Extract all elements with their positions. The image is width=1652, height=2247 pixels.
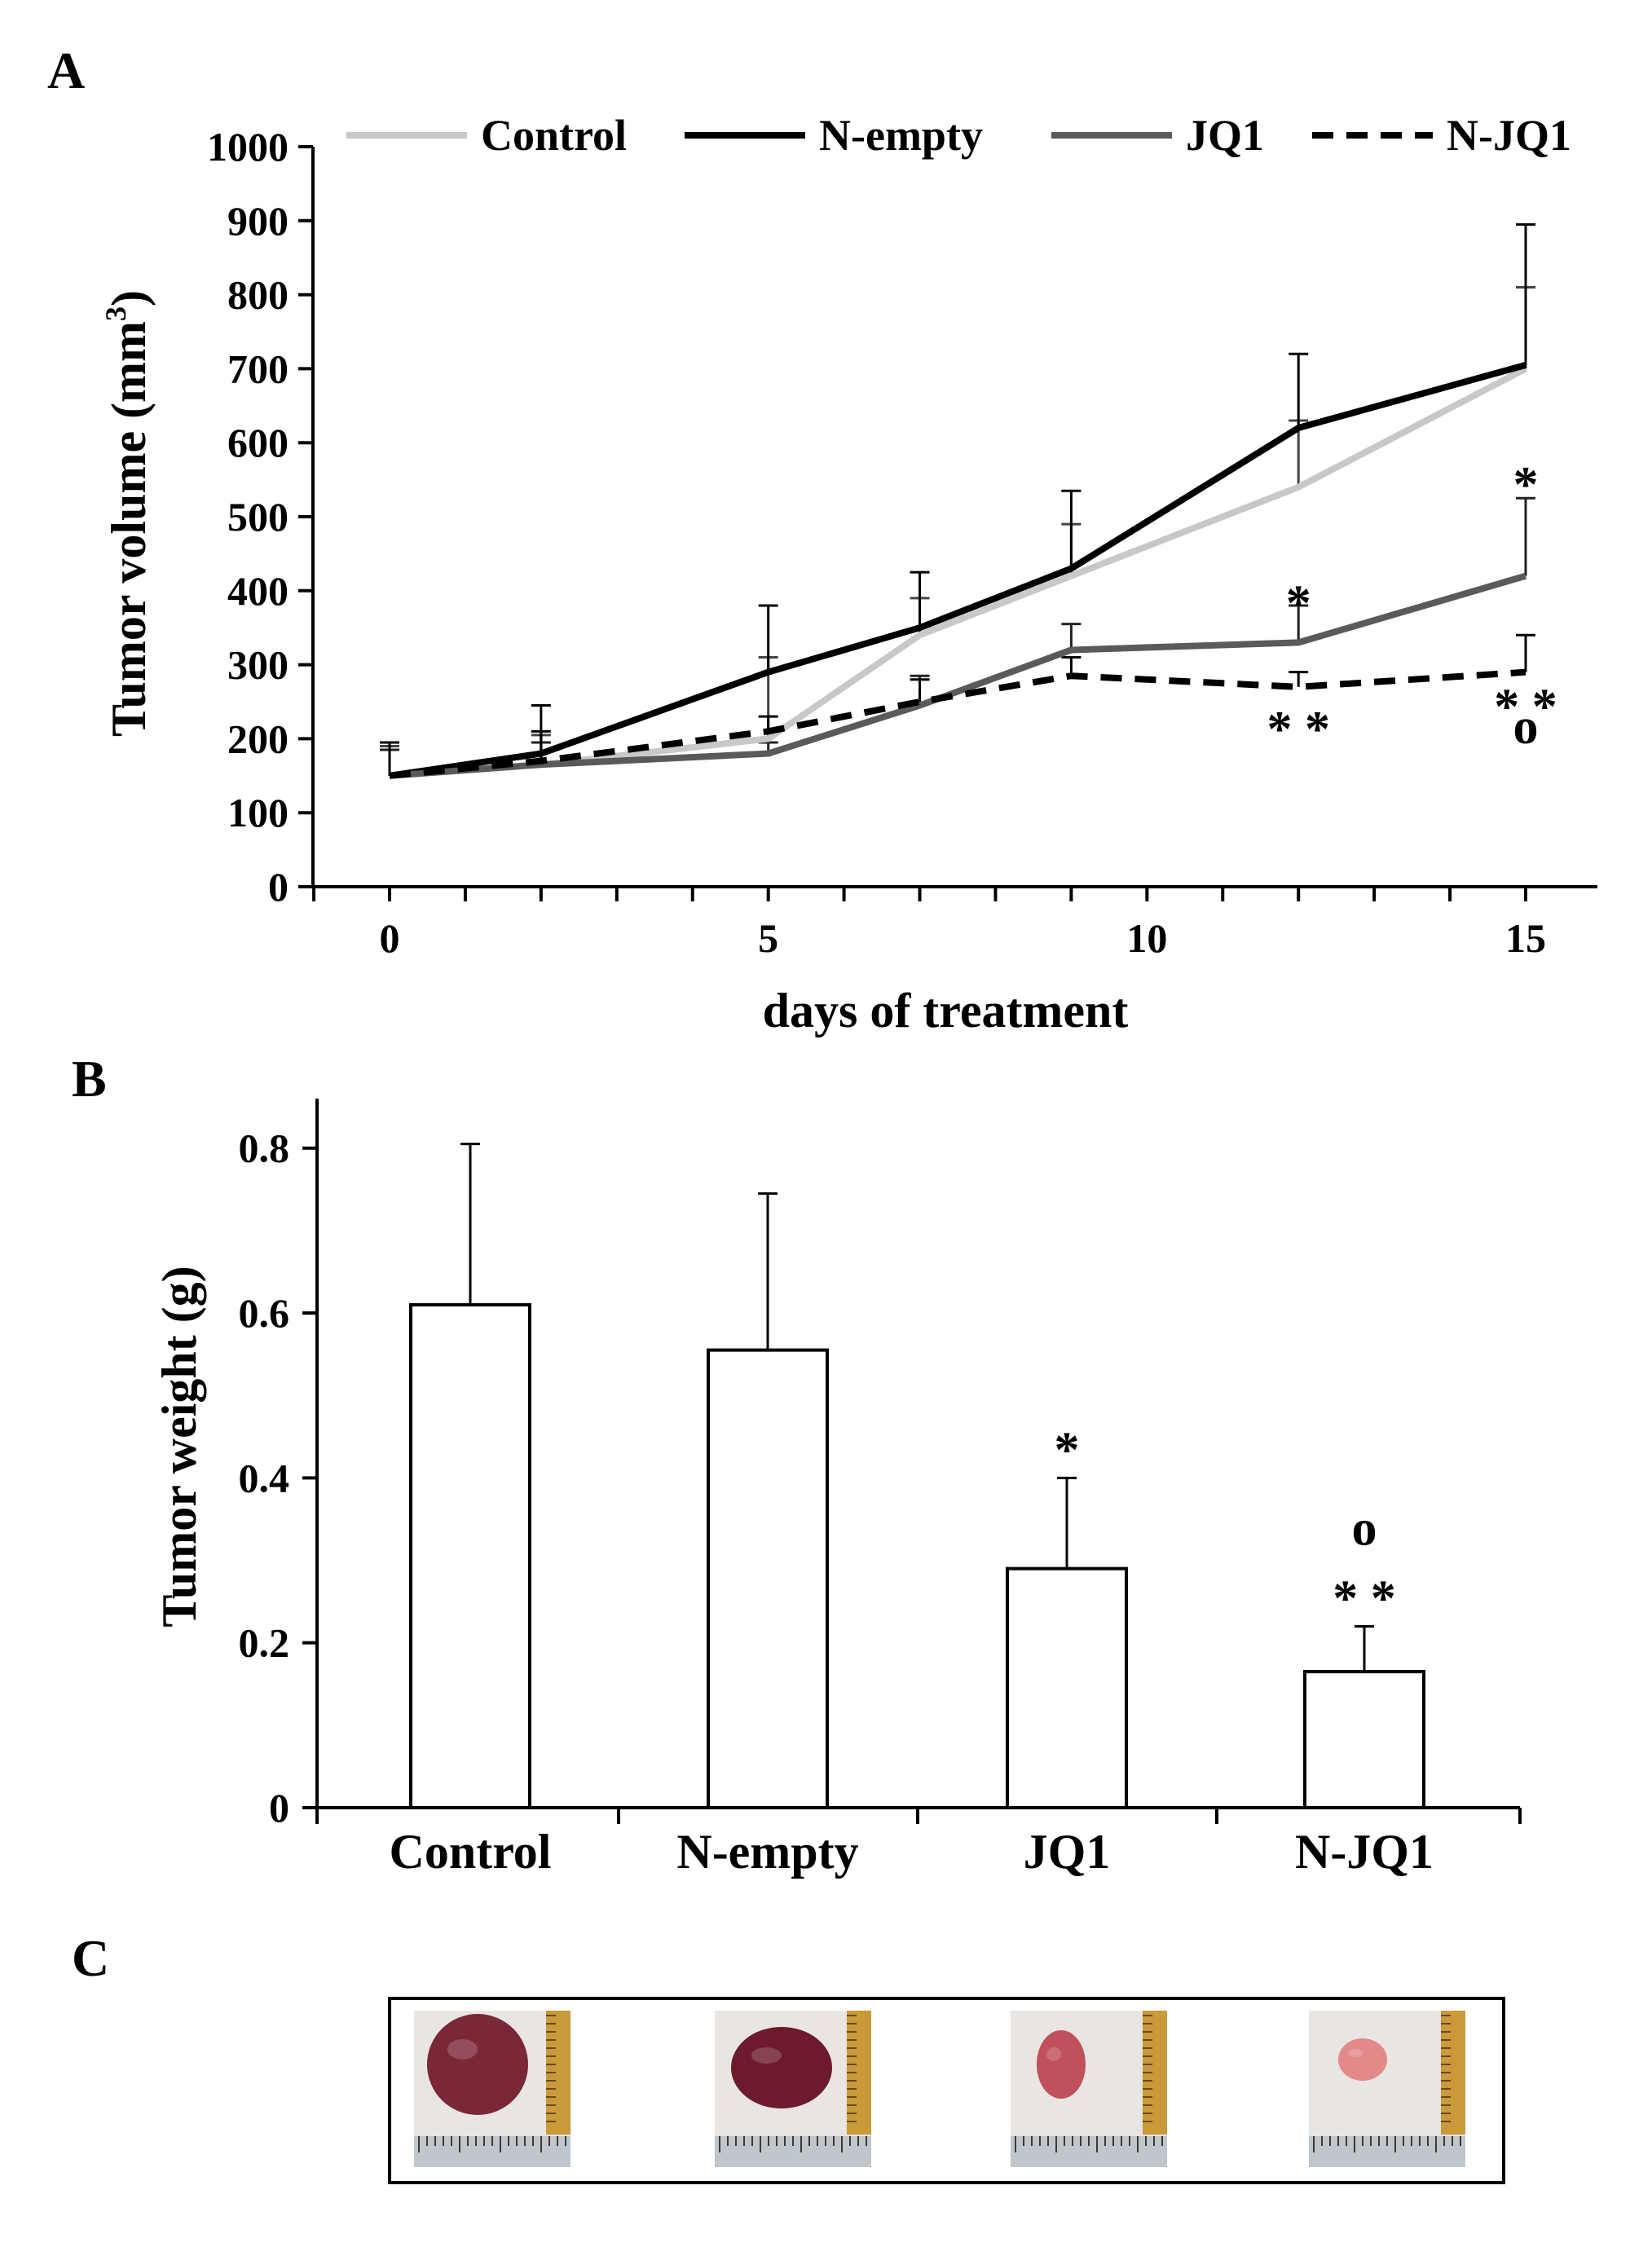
a-legend-label: N-JQ1: [1447, 111, 1571, 160]
a-y-tick-label: 900: [227, 198, 289, 244]
a-series-line-n-empty: [389, 362, 1527, 779]
b-annotations: * * * o: [1055, 1422, 1396, 1626]
tumor-sample: [731, 2027, 832, 2108]
b-y-tick-label: 0.2: [239, 1620, 290, 1666]
tumor-sample: [1037, 2030, 1086, 2099]
a-x-tick-label: 10: [1126, 915, 1167, 961]
b-bar-n-empty: [707, 1348, 829, 1809]
a-legend-label: N-empty: [819, 111, 983, 160]
b-y-ticks: 0 0.2 0.4 0.6 0.8: [239, 1126, 317, 1831]
b-y-tick-label: 0.8: [239, 1126, 290, 1171]
a-y-tick-label: 700: [227, 346, 289, 391]
a-annotation: *: [1513, 457, 1539, 513]
panel-label-c: C: [72, 1929, 109, 1987]
a-annotation: *: [1286, 575, 1311, 631]
b-annotation: * *: [1333, 1571, 1396, 1626]
a-annotations: ** *** *o: [1267, 457, 1557, 757]
panel-label-b: B: [72, 1050, 107, 1108]
tumor-highlight: [1348, 2049, 1363, 2058]
b-bar-control: [409, 1302, 531, 1809]
a-legend: Control N-empty JQ1 N-JQ1: [346, 111, 1571, 160]
a-y-tick-label: 200: [227, 716, 289, 761]
panel-c-tumor-photos: [388, 1997, 1505, 2184]
tumor-highlight: [1046, 2047, 1061, 2061]
b-x-tick-label: N-empty: [676, 1825, 858, 1879]
tumor-photo: [1309, 2011, 1465, 2167]
a-series-line-n-jq1: [389, 668, 1526, 779]
b-y-tick-label: 0.6: [239, 1290, 290, 1336]
b-y-axis-title: Tumor weight (g): [152, 1266, 206, 1627]
tumor-sample: [427, 2014, 528, 2115]
a-y-tick-label: 500: [227, 494, 289, 540]
a-annotation: * *: [1267, 702, 1330, 757]
b-bar-n-jq1: [1303, 1670, 1425, 1809]
b-x-tick-label: N-JQ1: [1295, 1825, 1434, 1879]
panel-label-a: A: [47, 42, 85, 99]
a-y-ticks: 0 100 200 300 400 500 600 700 800 900 1000: [207, 124, 313, 910]
a-annotation: * *: [1494, 680, 1557, 735]
a-y-tick-label: 600: [227, 420, 289, 465]
tumor-photo: [715, 2011, 871, 2167]
b-y-tick-label: 0: [269, 1785, 289, 1831]
tumor-photo-strip: [414, 2011, 1465, 2167]
b-y-tick-label: 0.4: [239, 1455, 290, 1500]
a-y-tick-label: 0: [268, 864, 289, 910]
a-y-tick-label: 400: [227, 568, 289, 614]
tumor-highlight: [447, 2039, 478, 2060]
a-y-axis-title: Tumor volume (mm3): [99, 290, 156, 737]
a-legend-label: JQ1: [1186, 111, 1264, 160]
tumor-photo: [414, 2011, 570, 2167]
tumor-highlight: [751, 2047, 782, 2064]
a-y-tick-label: 300: [227, 642, 289, 688]
a-x-axis-title: days of treatment: [763, 984, 1129, 1038]
b-annotation: o: [1352, 1500, 1377, 1556]
a-x-tick-label: 5: [758, 915, 778, 961]
a-series-lines: [389, 362, 1527, 779]
a-x-tick-label: 15: [1505, 915, 1546, 961]
a-series-line-jq1: [389, 572, 1527, 779]
a-legend-label: Control: [481, 111, 627, 160]
b-x-tick-label: Control: [390, 1825, 552, 1879]
a-x-tick-label: 0: [380, 915, 400, 961]
b-x-tick-label: JQ1: [1024, 1825, 1111, 1879]
tumor-sample: [1338, 2038, 1387, 2081]
a-series-line-control: [389, 365, 1527, 779]
b-annotation: *: [1055, 1422, 1080, 1478]
panel-b-bar-chart: 0 0.2 0.4 0.6 0.8 Control N-empty JQ1 N-JQ1 * * …: [152, 1099, 1522, 1879]
a-y-tick-label: 100: [227, 790, 289, 835]
a-y-tick-label: 1000: [207, 124, 289, 170]
b-x-ticks: Control N-empty JQ1 N-JQ1: [315, 1808, 1522, 1879]
a-x-ticks: 0 5 10 15: [312, 887, 1546, 961]
a-annotation: o: [1513, 699, 1539, 755]
tumor-photo: [1011, 2011, 1167, 2167]
a-y-tick-label: 800: [227, 272, 289, 318]
b-bar-jq1: [1006, 1566, 1128, 1810]
b-bars: [409, 1143, 1425, 1810]
